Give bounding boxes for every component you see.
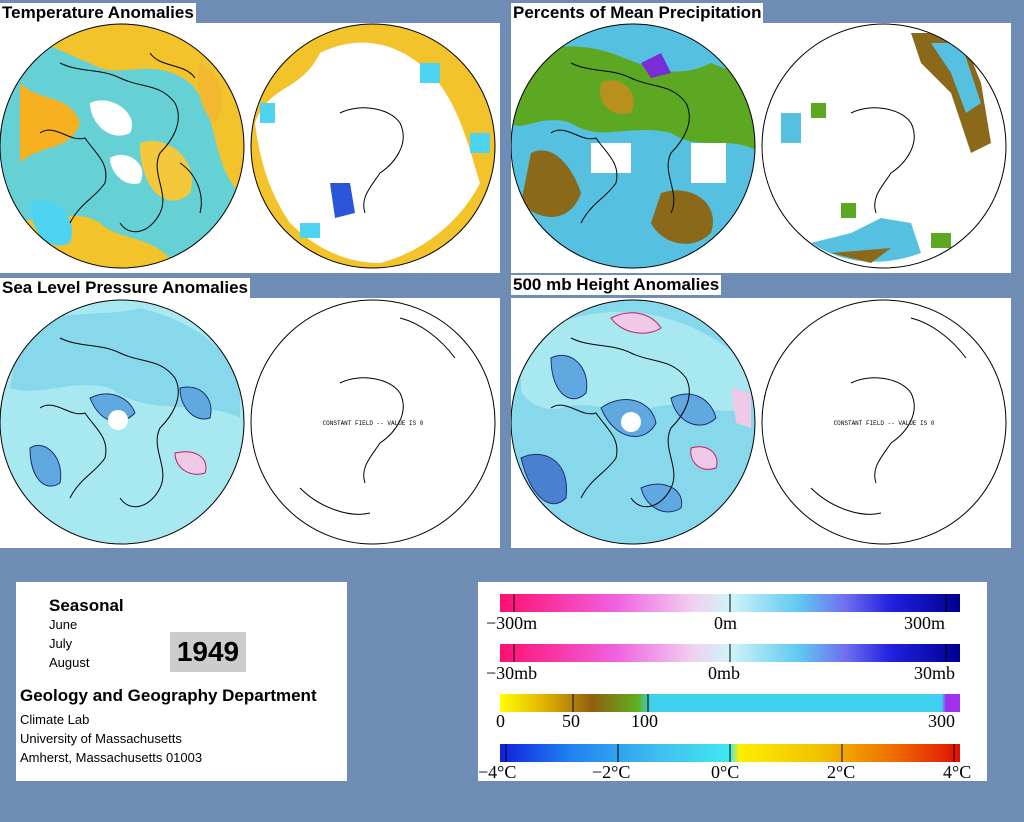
- month-2: July: [49, 636, 73, 651]
- slp-title: Sea Level Pressure Anomalies: [0, 278, 251, 298]
- info-box: Seasonal June July August 1949 Geology a…: [16, 582, 347, 781]
- temperature-panel: [0, 23, 500, 273]
- height-panel: CONSTANT FIELD -- VALUE IS 0: [511, 298, 1011, 548]
- pressure-label-max: 30mb: [914, 663, 956, 683]
- temp-label-0: 0°C: [711, 762, 740, 782]
- pressure-label-mid: 0mb: [708, 663, 741, 683]
- height-label-min: −300m: [486, 613, 538, 633]
- month-3: August: [49, 655, 90, 670]
- precipitation-map: [511, 23, 1007, 269]
- height-label-max: 300m: [904, 613, 946, 633]
- temperature-map: [0, 23, 496, 269]
- color-scales: [500, 594, 960, 762]
- slp-map: CONSTANT FIELD -- VALUE IS 0: [0, 299, 496, 545]
- height-title: 500 mb Height Anomalies: [511, 275, 722, 295]
- slp-constant-note: CONSTANT FIELD -- VALUE IS 0: [323, 420, 424, 427]
- temp-label-2: 2°C: [827, 762, 856, 782]
- address-line-1: Climate Lab: [20, 712, 90, 727]
- year-badge: 1949: [170, 632, 246, 672]
- temperature-title: Temperature Anomalies: [0, 3, 196, 23]
- precip-scale-bar: [500, 694, 960, 712]
- pressure-label-min: −30mb: [486, 663, 538, 683]
- precipitation-panel: [511, 23, 1011, 273]
- precip-label-0: 0: [496, 711, 505, 731]
- period-label: Seasonal: [49, 596, 124, 615]
- slp-panel: CONSTANT FIELD -- VALUE IS 0: [0, 298, 500, 548]
- legend-box: −300m 0m 300m −30mb 0mb 30mb 0 50 100 30…: [478, 582, 987, 782]
- address-line-2: University of Massachusetts: [20, 731, 182, 746]
- precip-label-50: 50: [562, 711, 580, 731]
- precip-label-100: 100: [631, 711, 658, 731]
- month-1: June: [49, 617, 78, 632]
- precipitation-title: Percents of Mean Precipitation: [511, 3, 764, 23]
- height-map: CONSTANT FIELD -- VALUE IS 0: [511, 299, 1007, 545]
- temp-label-minus4: −4°C: [478, 762, 517, 782]
- height-constant-note: CONSTANT FIELD -- VALUE IS 0: [834, 420, 935, 427]
- temp-label-minus2: −2°C: [592, 762, 631, 782]
- temp-label-4: 4°C: [943, 762, 972, 782]
- height-label-mid: 0m: [714, 613, 738, 633]
- precip-label-300: 300: [928, 711, 955, 731]
- department-name: Geology and Geography Department: [20, 686, 317, 705]
- address-line-3: Amherst, Massachusetts 01003: [20, 750, 203, 765]
